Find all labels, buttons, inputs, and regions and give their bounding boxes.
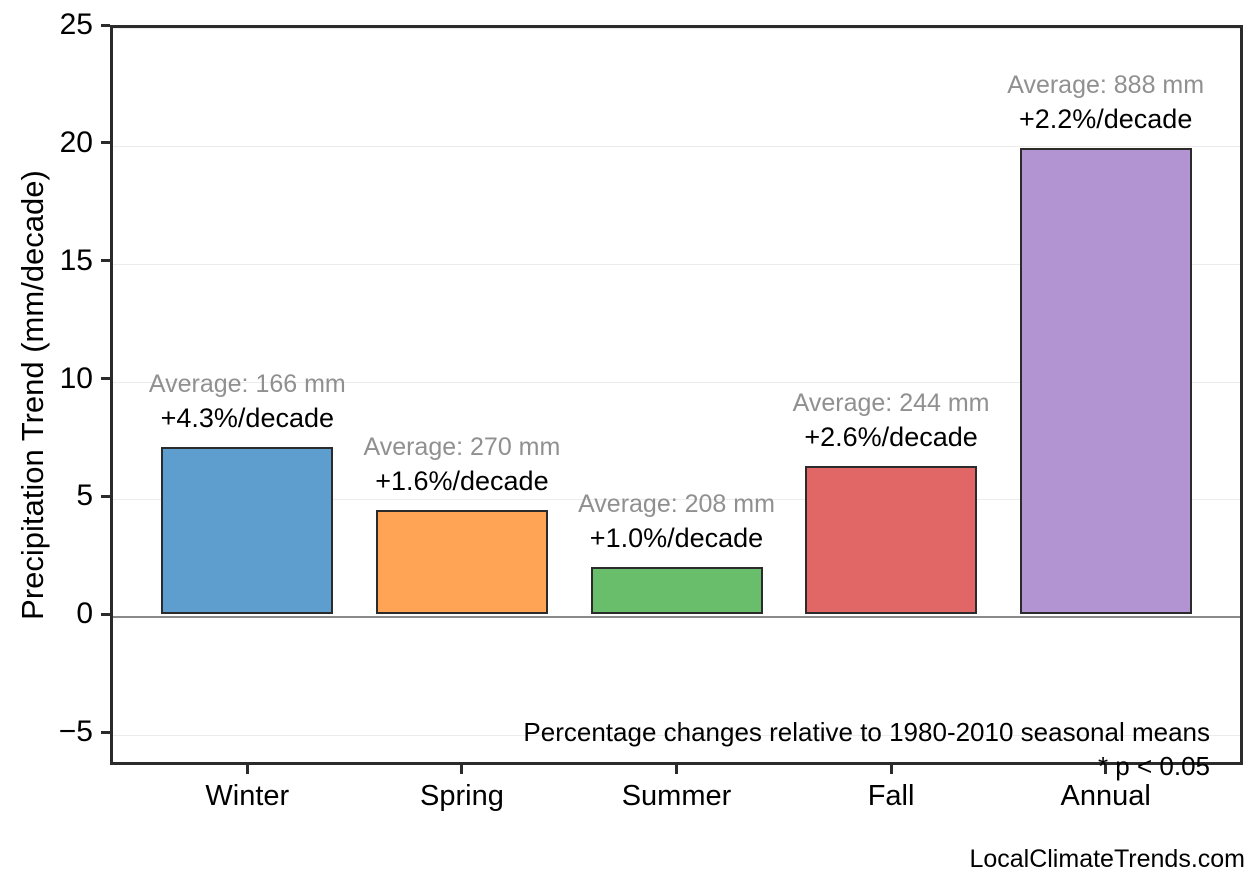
bar-winter — [161, 446, 334, 615]
watermark: LocalClimateTrends.com — [969, 845, 1245, 873]
bar-spring — [375, 510, 548, 615]
bar-annual — [1019, 147, 1192, 615]
plot-area: Percentage changes relative to 1980-2010… — [110, 25, 1243, 781]
trend-label: +4.3%/decade — [160, 402, 335, 433]
note-significance: * p < 0.05 — [1097, 751, 1210, 781]
x-tick-mark — [1104, 765, 1108, 774]
bar-annotation-summer: Average: 208 mm +1.0%/decade — [578, 488, 775, 555]
y-tick-label: 10 — [59, 361, 93, 395]
gridline — [113, 735, 1240, 736]
average-label: Average: 166 mm — [148, 369, 346, 398]
bar-annotation-winter: Average: 166 mm +4.3%/decade — [149, 368, 346, 435]
x-tick-label-fall: Fall — [867, 780, 915, 812]
gridline — [113, 145, 1240, 147]
bar-summer — [590, 567, 763, 615]
note-percentage-basis: Percentage changes relative to 1980-2010… — [523, 717, 1210, 747]
bar-fall — [805, 465, 978, 615]
average-label: Average: 244 mm — [792, 388, 990, 417]
zero-line — [113, 616, 1240, 619]
gridline — [113, 28, 1240, 29]
y-tick-mark — [101, 730, 110, 734]
y-tick-mark — [101, 494, 110, 498]
gridline — [113, 381, 1240, 383]
y-tick-label: −5 — [58, 715, 93, 748]
x-tick-mark — [675, 765, 678, 774]
average-label: Average: 888 mm — [1007, 70, 1205, 99]
bar-annotation-annual: Average: 888 mm +2.2%/decade — [1007, 69, 1204, 136]
y-tick-mark — [101, 141, 110, 145]
plot-notes: Percentage changes relative to 1980-2010… — [523, 715, 1210, 783]
gridline — [113, 499, 1240, 501]
y-tick-mark — [101, 612, 110, 616]
y-tick-mark — [101, 23, 110, 27]
trend-label: +2.6%/decade — [804, 421, 978, 452]
gridline — [113, 263, 1240, 265]
y-tick-label: 25 — [59, 8, 93, 41]
bar-annotation-fall: Average: 244 mm +2.6%/decade — [793, 387, 990, 454]
x-tick-mark — [460, 765, 464, 774]
average-label: Average: 208 mm — [578, 490, 775, 519]
bar-annotation-spring: Average: 270 mm +1.6%/decade — [363, 431, 560, 498]
average-label: Average: 270 mm — [363, 433, 561, 462]
y-tick-label: 20 — [59, 125, 93, 159]
x-tick-label-spring: Spring — [419, 780, 504, 812]
y-tick-mark — [101, 377, 110, 380]
trend-label: +1.6%/decade — [375, 466, 549, 497]
y-tick-label: 0 — [76, 597, 93, 631]
y-tick-mark — [101, 259, 110, 263]
x-tick-label-annual: Annual — [1060, 780, 1151, 812]
x-tick-mark — [245, 765, 249, 774]
trend-label: +2.2%/decade — [1018, 103, 1193, 134]
y-tick-label: 15 — [59, 243, 93, 277]
x-tick-mark — [889, 765, 893, 774]
trend-label: +1.0%/decade — [589, 523, 764, 554]
y-tick-label: 5 — [76, 479, 93, 513]
x-tick-label-summer: Summer — [621, 780, 732, 812]
x-tick-label-winter: Winter — [205, 780, 290, 812]
